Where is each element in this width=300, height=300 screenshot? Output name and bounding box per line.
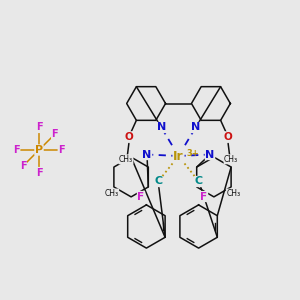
Text: C: C xyxy=(195,176,203,187)
Text: CH₃: CH₃ xyxy=(226,189,241,198)
Text: CH₃: CH₃ xyxy=(104,189,119,198)
Text: F: F xyxy=(52,129,58,139)
Text: N: N xyxy=(142,149,152,160)
Text: F: F xyxy=(58,145,65,155)
Text: F: F xyxy=(13,145,20,155)
Text: F: F xyxy=(200,191,208,202)
Text: F: F xyxy=(36,122,42,133)
Text: O: O xyxy=(124,132,133,142)
Text: C: C xyxy=(154,176,162,187)
Text: O: O xyxy=(224,132,233,142)
Text: P: P xyxy=(35,145,43,155)
Text: F: F xyxy=(36,167,42,178)
Text: F: F xyxy=(137,191,145,202)
Text: 3+: 3+ xyxy=(187,149,199,158)
Text: CH₃: CH₃ xyxy=(119,155,133,164)
Text: N: N xyxy=(191,122,200,133)
Text: F: F xyxy=(20,161,26,171)
Text: N: N xyxy=(206,149,214,160)
Text: N: N xyxy=(157,122,166,133)
Text: CH₃: CH₃ xyxy=(224,155,238,164)
Text: Ir: Ir xyxy=(173,149,184,163)
